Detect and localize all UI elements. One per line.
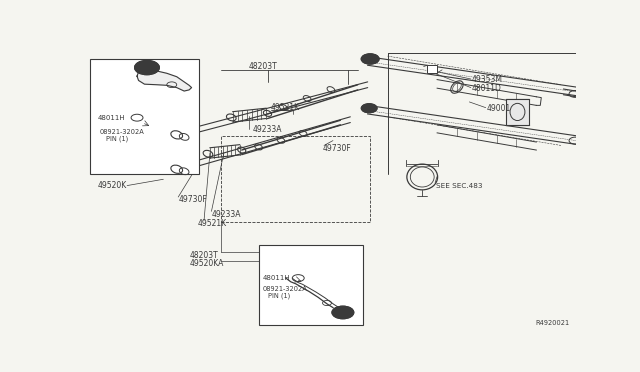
- Text: 49353M: 49353M: [472, 74, 503, 83]
- Text: R4920021: R4920021: [535, 320, 570, 326]
- Circle shape: [361, 54, 379, 64]
- Circle shape: [332, 306, 354, 319]
- Text: PIN (1): PIN (1): [106, 136, 128, 142]
- FancyBboxPatch shape: [259, 245, 363, 326]
- Text: 49520K: 49520K: [97, 181, 127, 190]
- Text: 49520KA: 49520KA: [190, 259, 225, 268]
- FancyBboxPatch shape: [506, 99, 529, 125]
- Text: 48011H: 48011H: [97, 115, 125, 121]
- Text: 48011H: 48011H: [262, 275, 290, 281]
- Text: 49521K: 49521K: [271, 103, 300, 112]
- Text: 49001: 49001: [486, 104, 511, 113]
- Text: 49730F: 49730F: [323, 144, 352, 153]
- Text: 49233A: 49233A: [211, 210, 241, 219]
- Text: 08921-3202A: 08921-3202A: [100, 129, 145, 135]
- Circle shape: [361, 104, 377, 113]
- Text: 48011D: 48011D: [472, 84, 502, 93]
- Text: 49233A: 49233A: [253, 125, 282, 134]
- Text: 48203T: 48203T: [190, 251, 219, 260]
- Text: 48203T: 48203T: [249, 62, 277, 71]
- FancyBboxPatch shape: [90, 59, 199, 173]
- Text: 49521K: 49521K: [198, 219, 227, 228]
- Circle shape: [134, 60, 159, 75]
- Text: 49730F: 49730F: [178, 195, 207, 204]
- Text: SEE SEC.483: SEE SEC.483: [436, 183, 483, 189]
- FancyBboxPatch shape: [428, 65, 437, 73]
- Text: PIN (1): PIN (1): [269, 292, 291, 298]
- Polygon shape: [137, 70, 191, 91]
- Text: 08921-3202A: 08921-3202A: [262, 286, 307, 292]
